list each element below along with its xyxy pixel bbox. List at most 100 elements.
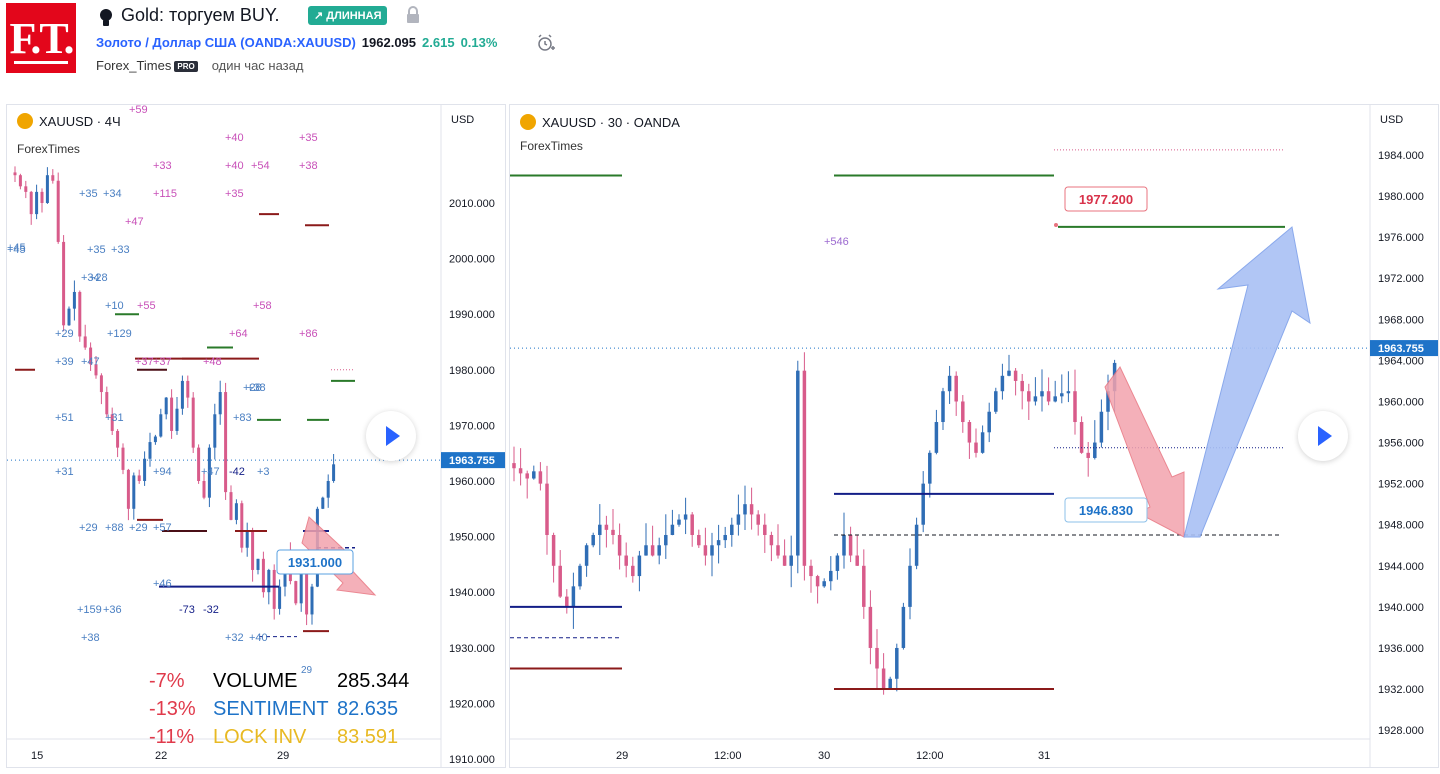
candle-body — [213, 414, 217, 448]
level-annotation: -73 — [179, 604, 195, 616]
candle-body — [207, 447, 211, 498]
candle-body — [202, 481, 206, 498]
candle-body — [272, 569, 276, 609]
candle-body — [62, 241, 66, 326]
level-annotation: +546 — [824, 236, 849, 248]
candle-body — [532, 471, 536, 479]
stat-name: LOCK INV — [213, 726, 307, 748]
candle-body — [815, 576, 820, 587]
level-annotation: +33 — [111, 244, 130, 256]
candle-body — [83, 336, 87, 348]
level-annotation: +115 — [153, 188, 177, 200]
lock-icon — [407, 6, 419, 23]
last-price-marker — [1370, 340, 1438, 357]
candle-body — [512, 463, 516, 469]
candle-body — [591, 534, 595, 546]
change-pct: 0.13% — [460, 35, 498, 50]
level-annotation: +10 — [105, 300, 124, 312]
candle-body — [278, 586, 282, 609]
level-annotation: +55 — [137, 300, 156, 312]
candle-body — [736, 514, 741, 525]
candle-body — [723, 534, 727, 541]
alarm-clock-icon[interactable] — [536, 33, 556, 53]
level-annotation: +48 — [203, 356, 222, 368]
candle-body — [1093, 442, 1097, 458]
candle-body — [782, 555, 787, 566]
author-logo[interactable]: F.T. — [6, 3, 76, 73]
candle-body — [578, 565, 582, 587]
y-tick-label: 1930.000 — [449, 643, 495, 655]
level-annotation: -32 — [203, 604, 219, 616]
candle-body — [954, 375, 958, 402]
candle-body — [251, 531, 255, 570]
level-annotation: +28 — [243, 382, 262, 394]
chart-4h[interactable]: 1931.000 +45 +59 +33 +40 +54 +35 +40 +38 +35 +34 +4… — [7, 105, 505, 767]
candle-body — [321, 497, 325, 509]
target-low-box — [1064, 497, 1148, 523]
candle-body — [29, 191, 33, 215]
candle-body — [604, 524, 609, 530]
level-annotation: +58 — [253, 300, 272, 312]
candle-body — [571, 586, 576, 607]
candle-body — [558, 565, 562, 597]
level-annotation: +57 — [153, 522, 172, 534]
candle-body — [1106, 391, 1110, 412]
candle-body — [730, 524, 734, 535]
level-annotation: +40 — [225, 160, 244, 172]
x-tick-label: 29 — [616, 750, 628, 762]
candle-body — [191, 397, 195, 448]
candle-body — [650, 545, 655, 556]
y-tick-label: 1940.000 — [449, 587, 495, 599]
play-button[interactable] — [366, 411, 416, 461]
candle-body — [809, 565, 813, 577]
candle-body — [716, 540, 721, 546]
candle-body — [690, 514, 694, 535]
level-annotation: +36 — [103, 604, 122, 616]
candle-body — [947, 375, 952, 392]
candle-body — [78, 291, 82, 337]
change-value: 2.615 — [422, 35, 455, 50]
candle-body — [186, 380, 190, 398]
candle-body — [18, 175, 22, 187]
chart-30m-panel[interactable]: +546 1977.200 1946.830 XAUUSD · 30 · OANDA F… — [509, 104, 1439, 768]
y-tick-label: 1970.000 — [449, 420, 495, 432]
level-annotation: +40 — [249, 632, 268, 644]
candle-body — [763, 524, 767, 535]
chart-30m[interactable]: +546 1977.200 1946.830 XAUUSD · 30 · OANDA F… — [510, 105, 1438, 767]
candle-body — [1053, 396, 1057, 402]
candle-body — [240, 503, 244, 548]
y-tick-label: 1980.000 — [449, 365, 495, 377]
symbol-link[interactable]: Золото / Доллар США (OANDA:XAUUSD) — [96, 35, 356, 50]
chart-4h-panel[interactable]: 1931.000 +45 +59 +33 +40 +54 +35 +40 +38 +35 +34 +4… — [6, 104, 506, 768]
candle-body — [261, 558, 265, 593]
candle-body — [769, 534, 774, 546]
author-name[interactable]: Forex_Times — [96, 58, 172, 73]
level-annotation: +35 — [79, 188, 98, 200]
candle-body — [234, 503, 238, 520]
target-high-label: 1977.200 — [1079, 192, 1133, 207]
y-tick-label: 1936.000 — [1378, 643, 1424, 655]
candle-body — [631, 565, 635, 577]
candle-body — [197, 447, 201, 481]
x-tick-label: 22 — [155, 750, 167, 762]
play-button[interactable] — [1298, 411, 1348, 461]
level-annotation: +31 — [105, 412, 124, 424]
candle-body — [994, 391, 998, 412]
candle-body — [683, 514, 688, 520]
level-annotation: +59 — [129, 105, 148, 116]
candle-body — [24, 186, 28, 192]
stat-superscript: 29 — [301, 665, 313, 676]
level-annotation: +94 — [153, 466, 172, 478]
candle-body — [914, 524, 919, 566]
level-annotation: +129 — [107, 328, 132, 340]
level-annotation: +31 — [55, 466, 74, 478]
gold-symbol-icon — [520, 114, 536, 130]
candle-body — [551, 534, 556, 566]
candle-body — [310, 586, 314, 615]
candle-body — [89, 347, 93, 365]
y-tick-label: 1990.000 — [449, 309, 495, 321]
candle-body — [148, 442, 152, 459]
chart-symbol-label: XAUUSD · 4Ч — [39, 114, 121, 129]
candle-body — [35, 191, 39, 215]
candle-body — [110, 414, 114, 431]
